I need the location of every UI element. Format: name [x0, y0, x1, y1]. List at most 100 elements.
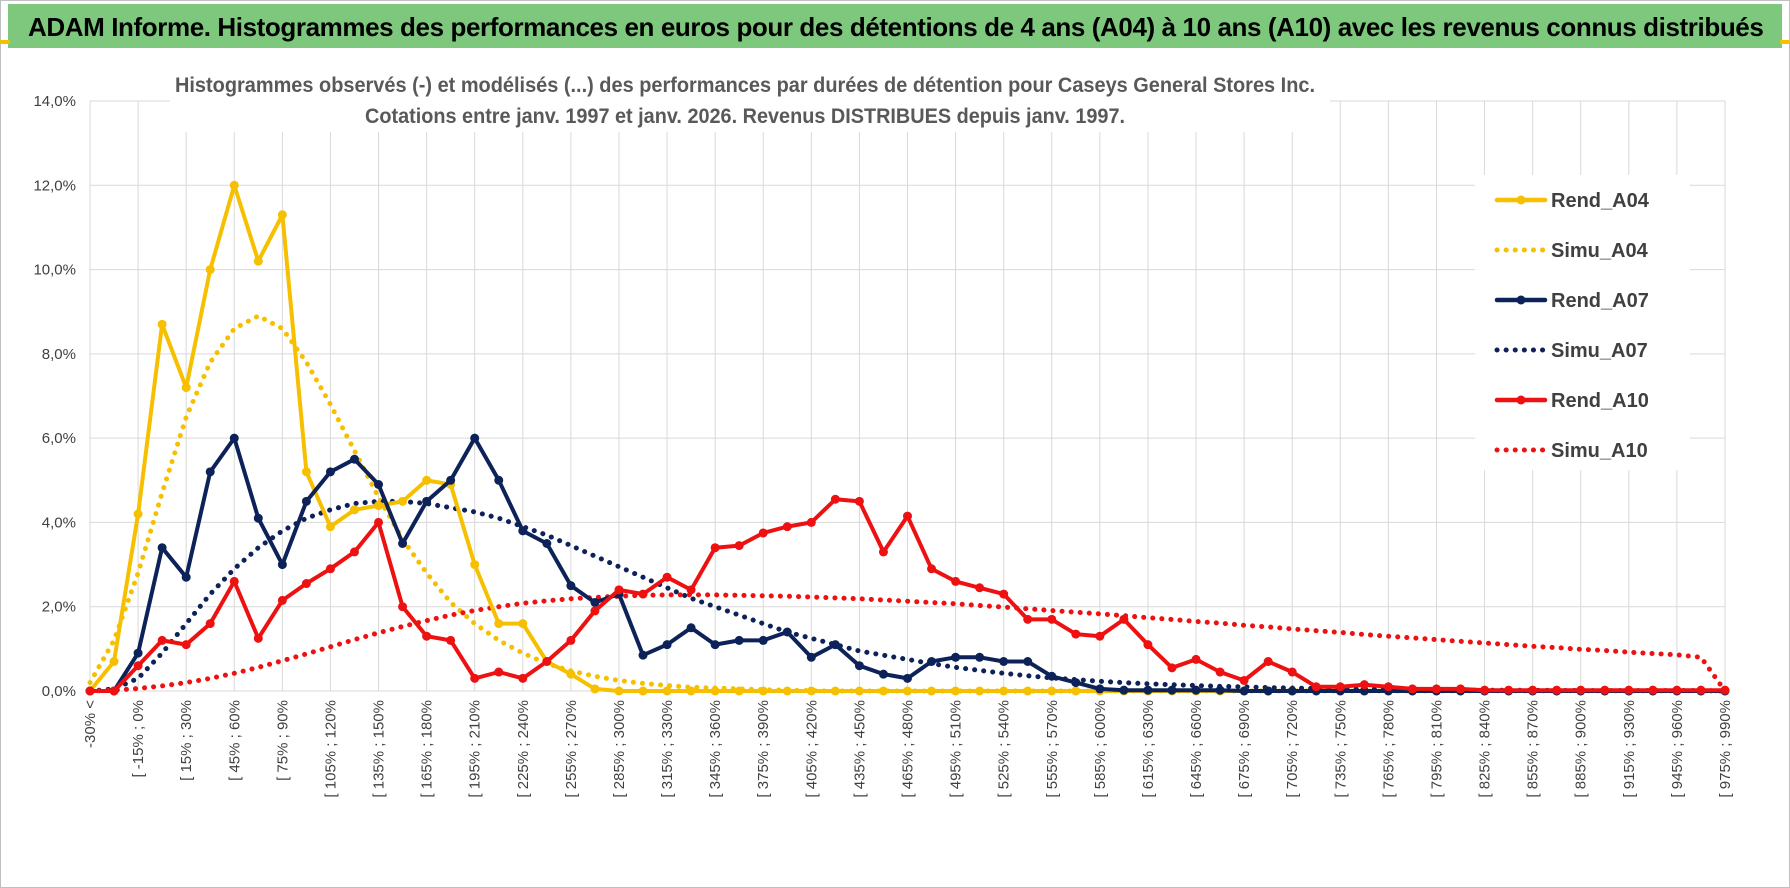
data-point-rend-a07: [590, 598, 600, 607]
data-point-rend-a04: [109, 657, 119, 666]
data-point-rend-a10: [638, 589, 648, 599]
data-point-rend-a10: [975, 583, 985, 593]
data-point-rend-a10: [590, 606, 600, 616]
data-point-rend-a10: [109, 686, 119, 696]
data-point-rend-a10: [85, 686, 95, 696]
x-tick-label: [ 855% ; 870%: [1525, 700, 1542, 798]
data-point-rend-a10: [1720, 685, 1730, 695]
data-point-rend-a07: [1071, 678, 1081, 688]
y-tick-label: 8,0%: [42, 346, 76, 363]
data-point-rend-a07: [446, 475, 456, 485]
data-point-rend-a04: [734, 686, 744, 696]
y-tick-label: 6,0%: [42, 430, 76, 447]
data-point-rend-a07: [229, 433, 239, 443]
x-tick-label: [ 15% ; 30%: [178, 700, 195, 781]
data-point-rend-a07: [734, 635, 744, 645]
data-point-rend-a10: [1239, 675, 1249, 685]
data-point-rend-a10: [157, 635, 167, 645]
data-point-rend-a10: [542, 657, 552, 666]
data-point-rend-a10: [1119, 614, 1129, 624]
x-tick-label: [ 435% ; 450%: [851, 700, 868, 798]
x-tick-label: [ 645% ; 660%: [1188, 700, 1205, 798]
data-point-rend-a10: [1311, 682, 1321, 692]
data-point-rend-a07: [662, 640, 672, 650]
y-tick-label: 0,0%: [42, 683, 76, 700]
data-point-rend-a04: [494, 619, 504, 629]
x-tick-label: [ 465% ; 480%: [900, 700, 917, 798]
y-tick-label: 4,0%: [42, 514, 76, 531]
data-point-rend-a07: [566, 581, 576, 591]
data-point-rend-a07: [710, 640, 720, 650]
x-tick-label: [ 945% ; 960%: [1669, 700, 1686, 798]
data-point-rend-a04: [614, 686, 624, 696]
data-point-rend-a10: [1047, 614, 1057, 624]
x-tick-label: [ 195% ; 210%: [467, 700, 484, 798]
data-point-rend-a04: [758, 686, 768, 696]
data-point-rend-a07: [301, 496, 311, 506]
legend-marker: [1516, 295, 1526, 305]
data-point-rend-a04: [686, 686, 696, 696]
data-point-rend-a10: [566, 635, 576, 645]
legend-label: Rend_A04: [1551, 190, 1650, 212]
data-point-rend-a04: [830, 686, 840, 696]
chart-subtitle: Cotations entre janv. 1997 et janv. 2026…: [365, 105, 1125, 128]
x-tick-label: [ 885% ; 900%: [1573, 700, 1590, 798]
data-point-rend-a07: [1239, 686, 1249, 696]
data-point-rend-a07: [903, 673, 912, 683]
data-point-rend-a07: [975, 652, 985, 662]
data-point-rend-a10: [734, 541, 744, 551]
x-tick-label: [ 495% ; 510%: [948, 700, 965, 798]
data-point-rend-a10: [205, 619, 215, 629]
data-point-rend-a10: [1696, 685, 1706, 695]
data-point-rend-a04: [422, 475, 432, 485]
data-point-rend-a10: [903, 511, 912, 521]
y-tick-label: 10,0%: [33, 262, 76, 279]
data-point-rend-a10: [446, 635, 456, 645]
data-point-rend-a04: [854, 686, 864, 696]
x-tick-label: [ 765% ; 780%: [1380, 700, 1397, 798]
data-point-rend-a10: [133, 661, 143, 671]
header-banner: ADAM Informe. Histogrammes des performan…: [8, 4, 1782, 48]
data-point-rend-a07: [758, 635, 768, 645]
data-point-rend-a07: [806, 652, 816, 662]
data-point-rend-a10: [1672, 685, 1682, 695]
data-point-rend-a10: [181, 640, 191, 650]
data-point-rend-a04: [975, 686, 985, 696]
data-point-rend-a10: [1335, 682, 1345, 692]
x-tick-label: [ 795% ; 810%: [1428, 700, 1445, 798]
data-point-rend-a07: [133, 648, 143, 658]
x-tick-label: [ 285% ; 300%: [611, 700, 628, 798]
x-tick-label: -30% <: [82, 700, 99, 748]
data-point-rend-a04: [277, 210, 287, 220]
data-point-rend-a04: [927, 686, 937, 696]
data-point-rend-a07: [854, 661, 864, 671]
x-tick-label: [ 105% ; 120%: [322, 700, 339, 798]
x-tick-label: [ 615% ; 630%: [1140, 700, 1157, 798]
x-tick-label: [ 705% ; 720%: [1284, 700, 1301, 798]
data-point-rend-a10: [1431, 684, 1441, 694]
x-tick-label: [ 315% ; 330%: [659, 700, 676, 798]
x-tick-label: [ 825% ; 840%: [1477, 700, 1494, 798]
data-point-rend-a07: [1167, 685, 1177, 695]
data-point-rend-a07: [253, 513, 263, 523]
data-point-rend-a04: [1023, 686, 1033, 696]
data-point-rend-a10: [878, 547, 888, 557]
data-point-rend-a10: [1456, 684, 1466, 694]
data-point-rend-a07: [1095, 684, 1105, 694]
y-tick-label: 2,0%: [42, 599, 76, 616]
data-point-rend-a04: [662, 686, 672, 696]
data-point-rend-a10: [1576, 685, 1586, 695]
data-point-rend-a04: [710, 686, 720, 696]
data-point-rend-a10: [398, 602, 408, 612]
data-point-rend-a07: [277, 560, 287, 570]
data-point-rend-a10: [854, 496, 864, 506]
x-tick-label: [ 975% ; 990%: [1717, 700, 1734, 798]
legend-label: Simu_A04: [1551, 240, 1649, 262]
data-point-rend-a07: [1263, 686, 1273, 696]
data-point-rend-a07: [1047, 671, 1057, 681]
data-point-rend-a10: [927, 564, 937, 574]
legend-label: Rend_A07: [1551, 290, 1649, 312]
data-point-rend-a07: [422, 496, 432, 506]
data-point-rend-a07: [325, 467, 335, 477]
data-point-rend-a07: [205, 467, 215, 477]
